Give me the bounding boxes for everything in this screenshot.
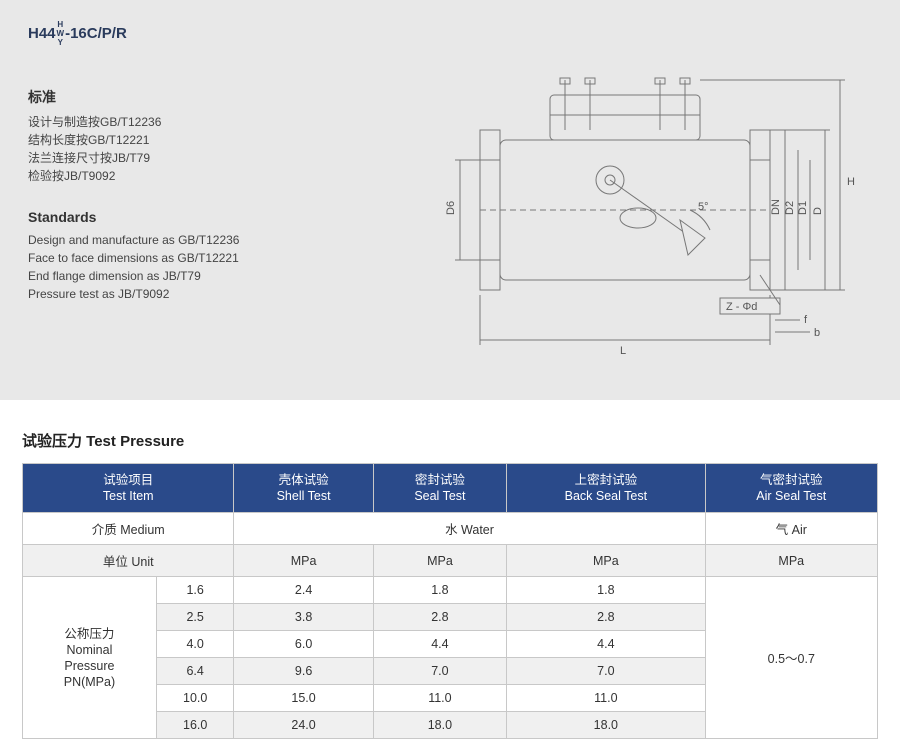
- standards-en-list: Design and manufacture as GB/T12236 Face…: [28, 231, 450, 303]
- label-d1: D1: [797, 201, 809, 215]
- model-code: H44 H W Y -16C/P/R: [28, 20, 450, 47]
- unit-label: 单位 Unit: [23, 545, 234, 577]
- model-suffix: -16C/P/R: [65, 25, 127, 42]
- left-column: H44 H W Y -16C/P/R 标准 设计与制造按GB/T12236 结构…: [28, 20, 450, 370]
- label-b: b: [814, 327, 820, 339]
- standards-en-title: Standards: [28, 209, 450, 225]
- table-title: 试验压力 Test Pressure: [22, 430, 900, 451]
- standards-cn-list: 设计与制造按GB/T12236 结构长度按GB/T12221 法兰连接尺寸按JB…: [28, 113, 450, 185]
- air-value: 0.5～0.7: [705, 577, 877, 739]
- label-angle: 5°: [698, 201, 709, 213]
- model-stack: H W Y: [57, 20, 65, 47]
- th-shell: 壳体试验Shell Test: [234, 464, 373, 513]
- valve-diagram: D6 DN D2 D1 D H L Z - Φd f b 5°: [440, 60, 870, 370]
- label-f: f: [804, 314, 808, 326]
- pressure-table: 试验项目Test Item 壳体试验Shell Test 密封试验Seal Te…: [22, 463, 878, 739]
- label-z: Z - Φd: [726, 301, 757, 313]
- medium-air: 气 Air: [705, 513, 877, 545]
- label-d: D: [812, 207, 824, 215]
- th-test-item: 试验项目Test Item: [23, 464, 234, 513]
- label-l: L: [620, 345, 626, 357]
- model-prefix: H44: [28, 25, 56, 42]
- label-dn: DN: [770, 199, 782, 215]
- standards-cn-title: 标准: [28, 87, 450, 107]
- nominal-pressure-label: 公称压力 Nominal Pressure PN(MPa): [23, 577, 157, 739]
- th-air: 气密封试验Air Seal Test: [705, 464, 877, 513]
- th-seal: 密封试验Seal Test: [373, 464, 506, 513]
- label-d2: D2: [784, 201, 796, 215]
- medium-label: 介质 Medium: [23, 513, 234, 545]
- th-back: 上密封试验Back Seal Test: [507, 464, 705, 513]
- label-h: H: [847, 176, 855, 188]
- label-d6: D6: [445, 201, 457, 215]
- spec-panel: H44 H W Y -16C/P/R 标准 设计与制造按GB/T12236 结构…: [0, 0, 900, 400]
- medium-water: 水 Water: [234, 513, 705, 545]
